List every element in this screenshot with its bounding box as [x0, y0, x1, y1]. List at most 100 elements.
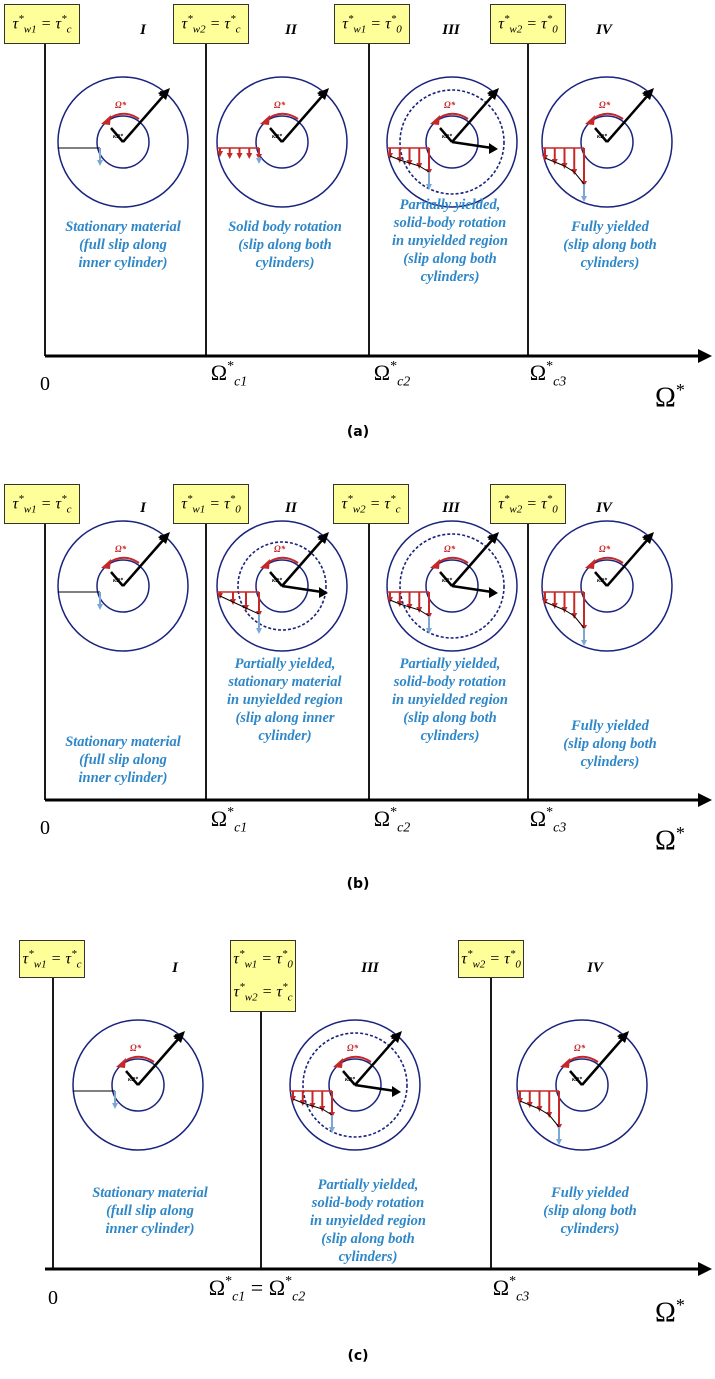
outer-radius-label: R* [158, 534, 168, 542]
omega-label: Ω* [599, 544, 611, 554]
condition-text: τ*w1 = τ*c [12, 12, 72, 36]
outer-radius-label: R* [642, 534, 652, 542]
axis-title: Ω* [655, 1295, 685, 1329]
omega-label: Ω* [274, 544, 286, 554]
condition-text: τ*w2 = τ*0 [498, 12, 558, 36]
inner-radius-label: κR* [272, 577, 283, 584]
condition-text: τ*w1 = τ*0 [181, 492, 241, 516]
regime-description: Partially yielded, solid-body rotation i… [309, 1177, 427, 1265]
critical-speed-label: Ω*c1 [210, 358, 248, 390]
critical-condition-box: τ*w1 = τ*0 [334, 4, 410, 44]
outer-cylinder [541, 520, 673, 652]
axis-arrowhead [698, 793, 712, 807]
inner-radius-label: κR* [272, 133, 283, 140]
critical-condition-box: τ*w2 = τ*0 [490, 4, 566, 44]
condition-text: τ*w2 = τ*c [181, 12, 241, 36]
critical-condition-box: τ*w1 = τ*c [4, 484, 80, 524]
axis-origin: 0 [40, 373, 50, 395]
cylinder-diagram: Ω* R* κR* [57, 76, 189, 208]
critical-condition-box: τ*w1 = τ*0 [173, 484, 249, 524]
inner-cylinder [96, 559, 150, 613]
critical-speed-label: Ω*c3 [492, 1273, 530, 1305]
condition-text: τ*w1 = τ*0 [233, 948, 293, 971]
regime-description: Fully yielded (slip along both cylinders… [563, 718, 657, 770]
outer-cylinder [57, 76, 189, 208]
inner-cylinder [425, 115, 479, 169]
outer-cylinder [386, 76, 518, 208]
omega-label: Ω* [130, 1043, 142, 1053]
yield-surface [237, 541, 327, 631]
condition-text: τ*w1 = τ*0 [342, 12, 402, 36]
critical-condition-box: τ*w2 = τ*c [333, 484, 409, 524]
inner-cylinder [328, 1058, 382, 1112]
panel-1: Ω* R* κR* Ω* R* κR* Ω* R* κR* Ω* R* κR* τ*w1 = τ*c τ*… [0, 0, 715, 470]
condition-text: τ*w1 = τ*c [22, 947, 82, 971]
regime-description: Fully yielded (slip along both cylinders… [543, 1185, 637, 1237]
inner-cylinder [580, 559, 634, 613]
yield-surface [302, 1032, 408, 1138]
critical-speed-label: Ω*c3 [529, 804, 567, 836]
cylinder-diagram: Ω* R* κR* [516, 1019, 648, 1151]
outer-cylinder [216, 520, 348, 652]
inner-radius-label: κR* [345, 1076, 356, 1083]
yield-surface [399, 89, 505, 195]
regime-number: IV [587, 960, 603, 976]
condition-text: τ*w2 = τ*0 [461, 947, 521, 971]
panel-label: (b) [346, 876, 370, 892]
regime-description: Stationary material (full slip along inn… [65, 219, 181, 271]
inner-cylinder [111, 1058, 165, 1112]
regime-description: Fully yielded (slip along both cylinders… [563, 219, 657, 271]
outer-radius-label: R* [487, 90, 497, 98]
inner-radius-label: κR* [442, 133, 453, 140]
outer-radius-label: R* [317, 90, 327, 98]
inner-radius-label: κR* [597, 577, 608, 584]
critical-condition-box: τ*w2 = τ*0 [458, 940, 524, 978]
inner-radius-label: κR* [128, 1076, 139, 1083]
panel-graphics: Ω* R* κR* Ω* R* κR* Ω* R* κR* Ω* R* κR* [44, 40, 712, 363]
critical-speed-label: Ω*c1 = Ω*c2 [208, 1273, 306, 1305]
panel-graphics: Ω* R* κR* Ω* R* κR* Ω* R* κR* [45, 978, 712, 1276]
regime-number: I [140, 500, 146, 516]
omega-label: Ω* [115, 100, 127, 110]
outer-cylinder [57, 520, 189, 652]
outer-radius-label: R* [317, 534, 327, 542]
outer-cylinder [541, 76, 673, 208]
inner-cylinder [255, 115, 309, 169]
inner-cylinder [255, 559, 309, 613]
panel-graphics: Ω* R* κR* Ω* R* κR* Ω* R* κR* Ω* R* κR* [44, 520, 712, 807]
cylinder-diagram: Ω* R* κR* [216, 76, 348, 208]
outer-cylinder [72, 1019, 204, 1151]
regime-number: IV [596, 500, 612, 516]
outer-radius-label: R* [173, 1033, 183, 1041]
outer-cylinder [516, 1019, 648, 1151]
panel-3: Ω* R* κR* Ω* R* κR* Ω* R* κR* τ*w1 = τ*c τ*w1 = τ*… [0, 940, 715, 1379]
regime-number: I [140, 22, 146, 38]
inner-cylinder [580, 115, 634, 169]
cylinder-diagram: Ω* R* κR* [541, 76, 673, 208]
outer-cylinder [216, 76, 348, 208]
regime-description: Partially yielded, solid-body rotation i… [391, 197, 509, 285]
critical-condition-box: τ*w1 = τ*c [19, 940, 85, 978]
inner-radius-label: κR* [597, 133, 608, 140]
regime-number: II [285, 500, 297, 516]
inner-cylinder [555, 1058, 609, 1112]
yield-surface [399, 533, 505, 639]
regime-description: Partially yielded, solid-body rotation i… [391, 656, 509, 744]
cylinder-diagram: Ω* R* κR* [386, 520, 518, 652]
cylinder-diagram: Ω* R* κR* [386, 76, 518, 208]
critical-condition-box: τ*w2 = τ*c [173, 4, 249, 44]
condition-text: τ*w2 = τ*0 [498, 492, 558, 516]
inner-radius-label: κR* [113, 577, 124, 584]
omega-label: Ω* [115, 544, 127, 554]
panel-2: Ω* R* κR* Ω* R* κR* Ω* R* κR* Ω* R* κR* τ*w1 = τ*c τ*… [0, 480, 715, 935]
axis-origin: 0 [48, 1287, 58, 1309]
omega-label: Ω* [444, 100, 456, 110]
critical-condition-box: τ*w1 = τ*c [4, 4, 80, 44]
inner-cylinder [96, 115, 150, 169]
axis-title: Ω* [655, 380, 685, 414]
critical-speed-label: Ω*c3 [529, 358, 567, 390]
omega-label: Ω* [274, 100, 286, 110]
cylinder-diagram: Ω* R* κR* [72, 1019, 204, 1151]
cylinder-diagram: Ω* R* κR* [289, 1019, 421, 1151]
